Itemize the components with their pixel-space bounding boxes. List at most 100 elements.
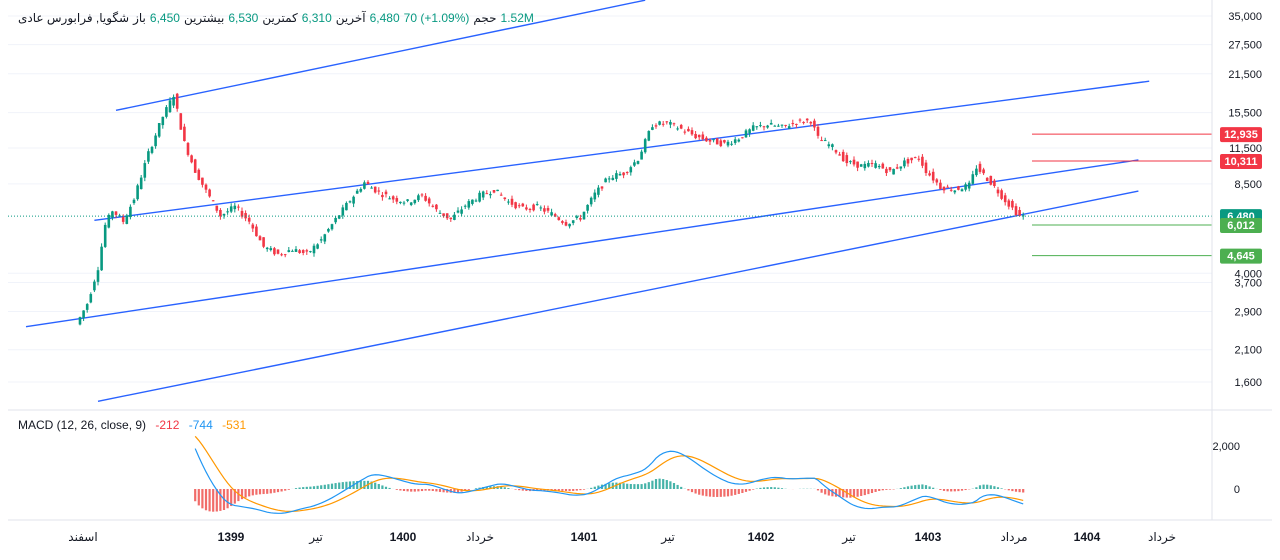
price-tick-label: 1,600 [1234,377,1262,389]
candle-body [953,190,957,193]
candle-body [787,126,791,129]
candle-body [816,126,820,136]
candle-body [996,189,1000,194]
candle-body [280,254,283,256]
candle-body [114,211,118,215]
grid [8,15,1212,383]
candle-body [471,199,474,204]
high-value: 6,530 [228,11,259,25]
candle-body [546,208,550,211]
candle-body [316,244,319,249]
candle-body [431,205,435,207]
candle-body [485,193,489,195]
price-badge-label: 6,012 [1227,220,1255,232]
candle-body [168,100,172,113]
candle-body [615,173,618,179]
candle-body [708,139,712,142]
candle-body [629,167,633,173]
candle-body [593,192,597,200]
candle-body [193,159,197,173]
price-badge-label: 12,935 [1224,129,1258,141]
candle-body [582,211,586,220]
price-axis[interactable]: 35,000 27,500 21,500 15,500 11,500 8,500 4,000… [1212,11,1262,496]
candle-body [139,177,143,190]
candle-body [809,122,813,124]
trend-channel [25,0,1150,402]
time-tick-label: 1401 [571,530,598,544]
candle-body [665,121,669,123]
candle-body [327,229,330,232]
candle-body [881,163,885,169]
candle-body [496,189,499,192]
candle-body [463,205,467,207]
time-axis[interactable]: اسفند 1399 تیر 1400 خرداد 1401 تیر 1402 تیر 1403 م… [68,530,1176,545]
candle-body [942,186,946,191]
candle-body [946,186,949,188]
candle-body [654,125,658,127]
candle-body [672,123,676,125]
candle-body [741,137,744,139]
candle-body [226,211,229,213]
open-label: باز [133,11,146,25]
candle-body [802,122,805,124]
candle-body [312,245,316,254]
candle-body [791,123,795,125]
candle-body [906,159,910,164]
candle-body [143,163,147,178]
candle-body [910,157,913,161]
candle-body [208,189,211,197]
time-tick-label: 1400 [390,530,417,544]
candle-body [831,144,834,148]
candle-body [597,187,600,195]
candle-body [373,186,377,193]
candle-body [550,212,553,216]
candle-body [345,202,348,211]
time-tick-label: 1399 [218,530,245,544]
candle-body [895,167,899,169]
candle-body [694,133,697,139]
candle-body [366,181,370,185]
candle-body [129,206,132,218]
candle-body [377,190,381,192]
candle-body [147,151,150,162]
candle-body [575,216,579,219]
candle-body [989,175,993,185]
candle-body [651,127,654,130]
candle-body [561,221,564,223]
candle-body [928,173,931,176]
candle-body [618,173,622,176]
candle-body [820,140,823,142]
candle-body [258,236,262,241]
candle-body [985,177,989,181]
candle-body [701,134,705,140]
candle-body [442,213,445,217]
candle-body [535,204,539,206]
candle-body [150,146,154,153]
candle-body [154,135,157,147]
candle-body [795,123,798,125]
price-tick-label: 4,000 [1234,268,1262,280]
candle-body [233,205,237,210]
candle-body [733,139,737,143]
horizontal-levels [1032,133,1212,257]
candle-body [571,220,575,224]
candle-body [352,196,355,204]
price-badge-bg [1220,127,1262,143]
candle-body [589,197,593,205]
candle-body [726,141,730,146]
candle-body [744,130,748,138]
candle-body [993,180,996,186]
volume-label: حجم [473,11,497,25]
candle-body [384,191,388,195]
candle-body [586,204,589,211]
candle-body [370,187,373,189]
open-value: 6,450 [149,11,180,25]
candle-body [856,161,859,168]
symbol-legend: شگویا, فرابورس عادی باز 6,450 بیشترین 6,… [18,11,538,25]
candle-body [899,166,903,169]
time-tick-label: اسفند [68,530,97,544]
candle-body [204,184,208,190]
candle-body [276,249,280,254]
candle-body [917,158,921,160]
